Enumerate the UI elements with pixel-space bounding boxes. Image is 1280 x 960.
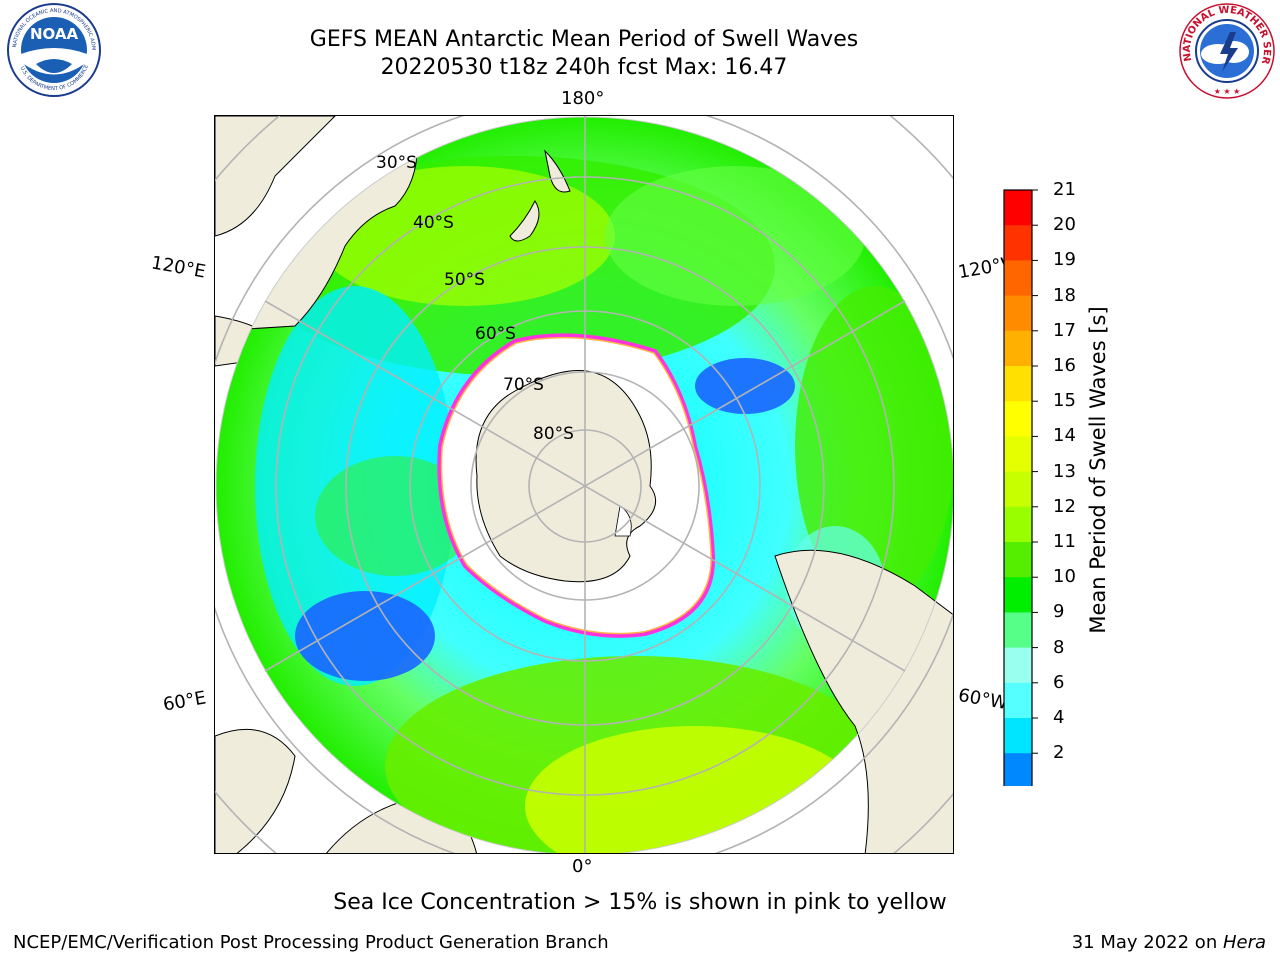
colorbar-label: Mean Period of Swell Waves [s] [1086,306,1110,634]
chart-title: GEFS MEAN Antarctic Mean Period of Swell… [309,27,859,52]
colorbar-segment [1004,577,1032,613]
colorbar-segment [1004,225,1032,261]
colorbar-segment [1004,295,1032,332]
colorbar-outline [1003,189,1033,786]
footer-machine: Hera [1222,932,1266,953]
colorbar-segment [1004,471,1032,508]
colorbar-segment [1004,718,1032,754]
colorbar-segment [1004,401,1032,437]
lat-label-60s: 60°S [475,324,516,344]
lon-label-0: 0° [572,856,593,877]
colorbar-segment [1004,753,1032,786]
colorbar-tick-label: 12 [1053,495,1076,517]
colorbar-segment [1004,542,1032,578]
lon-label-60e: 60°E [161,687,208,716]
colorbar-segment [1004,612,1032,649]
colorbar-tick-label: 10 [1053,566,1076,588]
lat-label-30s: 30°S [376,153,417,173]
colorbar-tick-label: 19 [1053,249,1076,271]
colorbar-segment [1004,366,1032,402]
colorbar-segment [1004,506,1032,543]
colorbar-tick-label: 18 [1053,284,1076,306]
colorbar-tick-label: 14 [1053,425,1076,447]
colorbar-tick-label: 8 [1053,636,1065,658]
colorbar-tick-label: 4 [1053,707,1065,728]
colorbar-segment [1004,436,1032,473]
graticule [215,116,953,853]
lon-label-180: 180° [561,88,605,109]
polar-map [214,115,954,854]
colorbar-segment [1004,682,1032,719]
lat-label-40s: 40°S [413,213,454,233]
colorbar-tick-label: 20 [1053,214,1076,236]
sea-ice-note: Sea Ice Concentration > 15% is shown in … [333,890,947,915]
lon-label-120e: 120°E [149,252,208,283]
colorbar-tick-label: 9 [1053,601,1065,623]
lat-label-70s: 70°S [503,375,544,395]
colorbar-segment [1004,647,1032,684]
colorbar-tick-label: 11 [1053,531,1076,552]
colorbar-segment [1004,190,1032,226]
chart-subtitle: 20220530 t18z 240h fcst Max: 16.47 [380,55,788,80]
colorbar-tick-label: 17 [1053,319,1076,341]
colorbar-tick-label: 21 [1053,179,1076,200]
footer-credit: NCEP/EMC/Verification Post Processing Pr… [13,932,609,953]
colorbar-tick-label: 13 [1053,460,1076,482]
antarctica [437,333,716,638]
colorbar-segment [1004,330,1032,367]
colorbar-segment [1004,260,1032,297]
lat-label-80s: 80°S [533,424,574,444]
svg-text:★ ★ ★: ★ ★ ★ [1214,87,1241,96]
colorbar-tick-label: 16 [1053,355,1076,376]
colorbar-tick-label: 6 [1053,671,1065,693]
footer-date: 31 May 2022 on Hera [1071,932,1266,953]
colorbar-tick-label: 15 [1053,390,1076,412]
noaa-logo: NOAA NATIONAL OCEANIC AND ATMOSPHERIC AD… [3,0,102,98]
svg-text:NOAA: NOAA [30,25,79,43]
colorbar-tick-label: 2 [1053,742,1065,764]
colorbar [1003,189,1038,786]
lat-label-50s: 50°S [444,270,485,290]
nws-logo: NATIONAL WEATHER SERVICE ★ ★ ★ [1174,0,1276,100]
